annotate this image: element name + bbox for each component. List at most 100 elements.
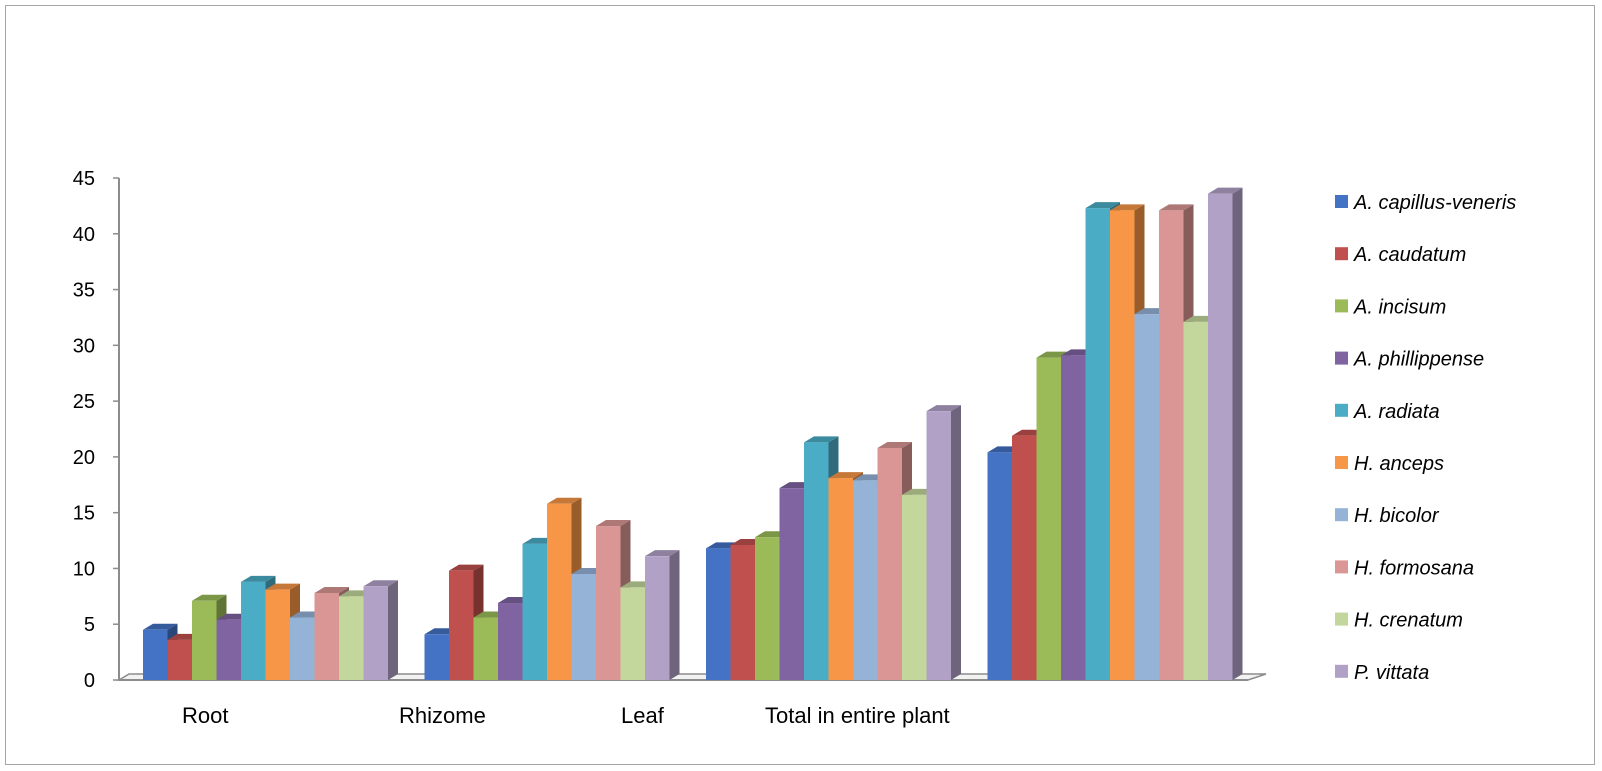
bar-front — [424, 634, 449, 680]
bar-front — [853, 480, 878, 680]
y-tick-label: 25 — [73, 391, 95, 413]
bar-front — [755, 537, 780, 680]
bar-top — [449, 564, 484, 571]
bar-front — [730, 545, 755, 680]
bar-front — [645, 556, 670, 680]
bar-top — [804, 436, 839, 443]
bar-side — [1232, 187, 1243, 680]
legend: A. capillus-veneris A. caudatum A. incisum… — [1335, 192, 1516, 684]
bar-front — [290, 617, 315, 680]
bar — [645, 550, 680, 680]
y-tick-label: 0 — [84, 670, 95, 692]
bar-front — [216, 619, 241, 680]
legend-label: A. caudatum — [1353, 244, 1466, 266]
legend-item: H. formosana — [1335, 557, 1474, 579]
bar-front — [241, 581, 266, 680]
bar-front — [828, 478, 853, 680]
bar-top — [926, 405, 961, 412]
legend-label: A. phillippense — [1353, 349, 1484, 371]
bar-front — [571, 574, 596, 680]
bar-top — [645, 550, 680, 557]
bars — [143, 187, 1243, 680]
legend-item: A. capillus-veneris — [1335, 192, 1516, 214]
bar-front — [620, 587, 645, 680]
bar-front — [1085, 208, 1110, 680]
y-tick-label: 15 — [73, 503, 95, 525]
y-tick-label: 35 — [73, 280, 95, 302]
bar-front — [987, 452, 1012, 680]
legend-swatch — [1335, 508, 1348, 522]
bar-top — [265, 583, 300, 590]
legend-label: H. anceps — [1354, 453, 1444, 475]
legend-swatch — [1335, 247, 1348, 261]
x-category-label: Root — [182, 703, 228, 728]
bar-front — [498, 603, 523, 680]
bar-top — [1159, 204, 1194, 211]
legend-item: A. phillippense — [1335, 349, 1484, 371]
bar-top — [828, 472, 863, 479]
x-category-label: Total in entire plant — [765, 703, 950, 728]
legend-label: A. incisum — [1353, 296, 1446, 318]
legend-item: A. radiata — [1335, 401, 1440, 423]
bar-top — [1085, 202, 1120, 209]
legend-swatch — [1335, 664, 1348, 678]
bar-side — [388, 580, 398, 680]
bar-front — [547, 503, 572, 680]
bar-front — [706, 548, 731, 680]
y-axis: 0 5 10 15 20 25 30 35 40 45 — [73, 168, 120, 692]
bar-top — [363, 580, 398, 587]
legend-label: H. crenatum — [1354, 610, 1463, 632]
legend-label: H. formosana — [1354, 557, 1474, 579]
bar-front — [1012, 435, 1037, 680]
bar-front — [339, 596, 364, 680]
bar-front — [1036, 357, 1061, 680]
bar-front — [522, 543, 547, 680]
bar-front — [902, 494, 927, 680]
legend-item: H. anceps — [1335, 453, 1444, 475]
bar-top — [314, 586, 349, 593]
bar-front — [1208, 193, 1233, 680]
bar-front — [779, 488, 804, 680]
legend-item: H. bicolor — [1335, 505, 1440, 527]
y-tick-label: 5 — [84, 614, 95, 636]
legend-label: P. vittata — [1354, 662, 1429, 684]
bar — [363, 580, 398, 680]
y-tick-label: 10 — [73, 558, 95, 580]
bar-top — [547, 497, 582, 504]
bar-top — [877, 441, 912, 448]
bar-front — [596, 526, 621, 680]
legend-item: A. caudatum — [1335, 244, 1466, 266]
bar-front — [1134, 314, 1159, 680]
bar-front — [804, 442, 829, 680]
bar — [1208, 187, 1243, 680]
y-tick-label: 20 — [73, 447, 95, 469]
legend-swatch — [1335, 195, 1348, 208]
legend-swatch — [1335, 351, 1348, 365]
bar-front — [1183, 321, 1208, 680]
bar-top — [1110, 204, 1145, 211]
bar-front — [473, 617, 498, 680]
bar-front — [192, 600, 217, 680]
bar-top — [143, 623, 178, 630]
x-axis-labels: Root Rhizome Leaf Total in entire plant — [182, 703, 950, 728]
bar-side — [669, 550, 680, 680]
legend-item: A. incisum — [1335, 296, 1446, 318]
bar-front — [877, 447, 902, 680]
bar-front — [265, 589, 290, 680]
legend-item: P. vittata — [1335, 662, 1429, 684]
legend-swatch — [1335, 560, 1348, 574]
bar-front — [449, 570, 474, 680]
legend-label: H. bicolor — [1354, 505, 1440, 527]
bar-front — [143, 629, 168, 680]
bar-side — [951, 405, 961, 680]
legend-swatch — [1335, 299, 1348, 313]
bar-front — [1110, 210, 1135, 680]
bar-front — [926, 411, 951, 680]
y-tick-label: 45 — [73, 168, 95, 190]
bar-front — [1159, 210, 1184, 680]
legend-item: H. crenatum — [1335, 610, 1463, 632]
bar — [926, 405, 961, 680]
bar-top — [192, 594, 227, 601]
legend-label: A. capillus-veneris — [1353, 192, 1516, 214]
